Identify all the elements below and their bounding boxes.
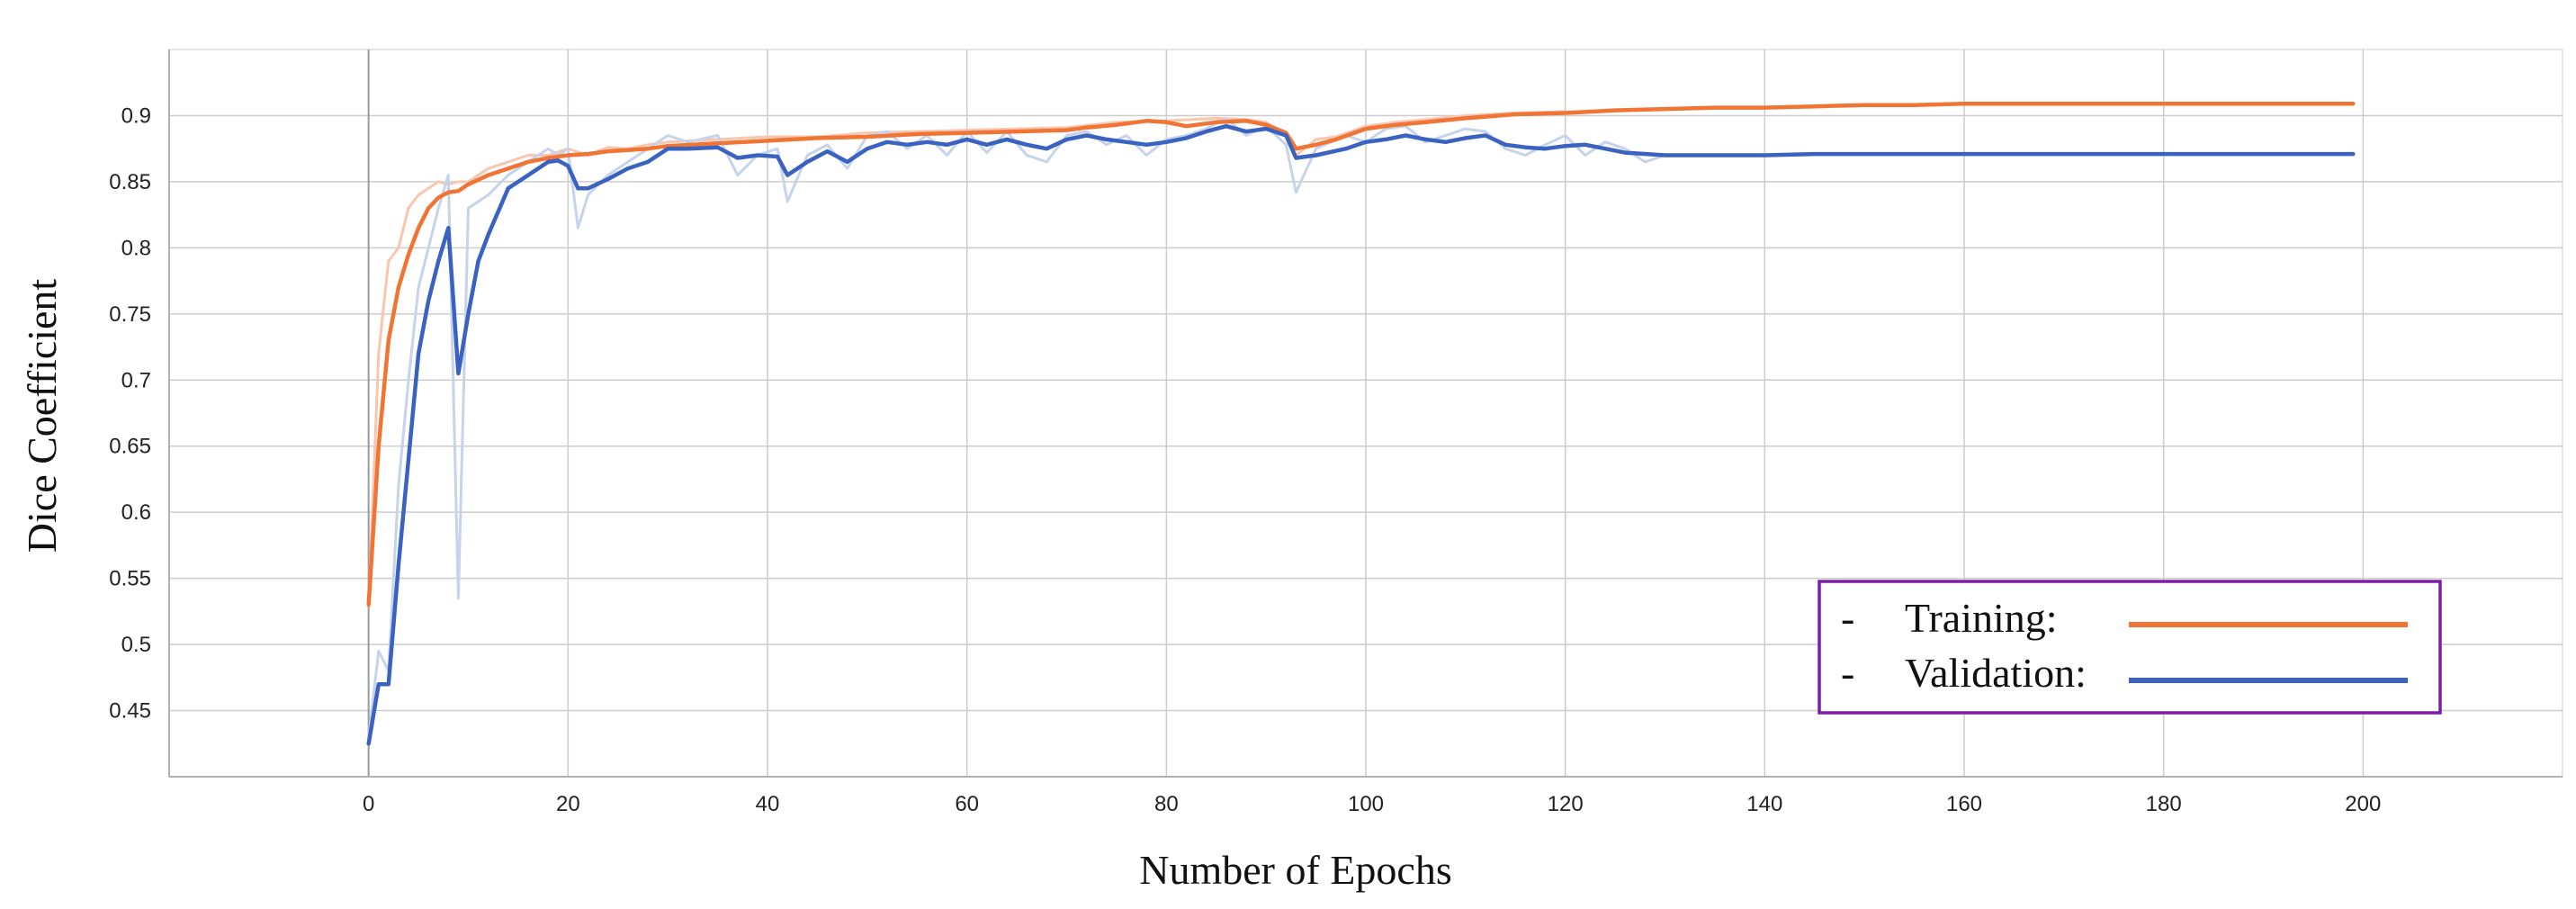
y-tick-label: 0.9 [121,104,151,128]
x-tick-label: 180 [2146,792,2182,816]
x-tick-label: 0 [363,792,374,816]
x-tick-label: 140 [1746,792,1782,816]
y-tick-label: 0.55 [109,567,151,591]
y-tick-label: 0.85 [109,170,151,194]
x-tick-label: 100 [1348,792,1384,816]
validation-line [366,123,2356,746]
x-tick-label: 80 [1154,792,1179,816]
legend-label-training: Training: [1905,595,2058,641]
x-tick-label: 20 [556,792,580,816]
validation-raw-line [367,116,1665,738]
training-raw-line [367,110,1566,606]
x-tick-label: 160 [1946,792,1982,816]
x-tick-label: 40 [756,792,780,816]
x-tick-label: 120 [1548,792,1584,816]
legend-dash-training: - [1841,595,1854,641]
y-axis-title: Dice Coefficient [19,279,65,554]
y-tick-label: 0.75 [109,302,151,327]
raw-series-lines [367,110,1665,738]
x-tick-label: 200 [2345,792,2381,816]
y-tick-label: 0.5 [121,633,151,657]
legend: - Training: - Validation: [1818,580,2442,715]
x-tick-label: 60 [955,792,979,816]
legend-label-validation: Validation: [1905,650,2087,696]
y-tick-label: 0.7 [121,368,151,392]
x-axis-title: Number of Epochs [1139,847,1451,893]
y-tick-label: 0.8 [121,236,151,260]
series-lines [366,101,2356,746]
y-tick-label: 0.45 [109,699,151,724]
y-tick-label: 0.65 [109,435,151,459]
legend-dash-validation: - [1841,650,1854,696]
axes [168,50,2563,778]
training-line [366,101,2356,608]
legend-box [1818,580,2442,715]
y-tick-label: 0.6 [121,500,151,525]
tick-labels: 0 20 40 60 80 100 120 140 160 180 200 0.45 0.5 0.55 0.… [109,104,2381,816]
